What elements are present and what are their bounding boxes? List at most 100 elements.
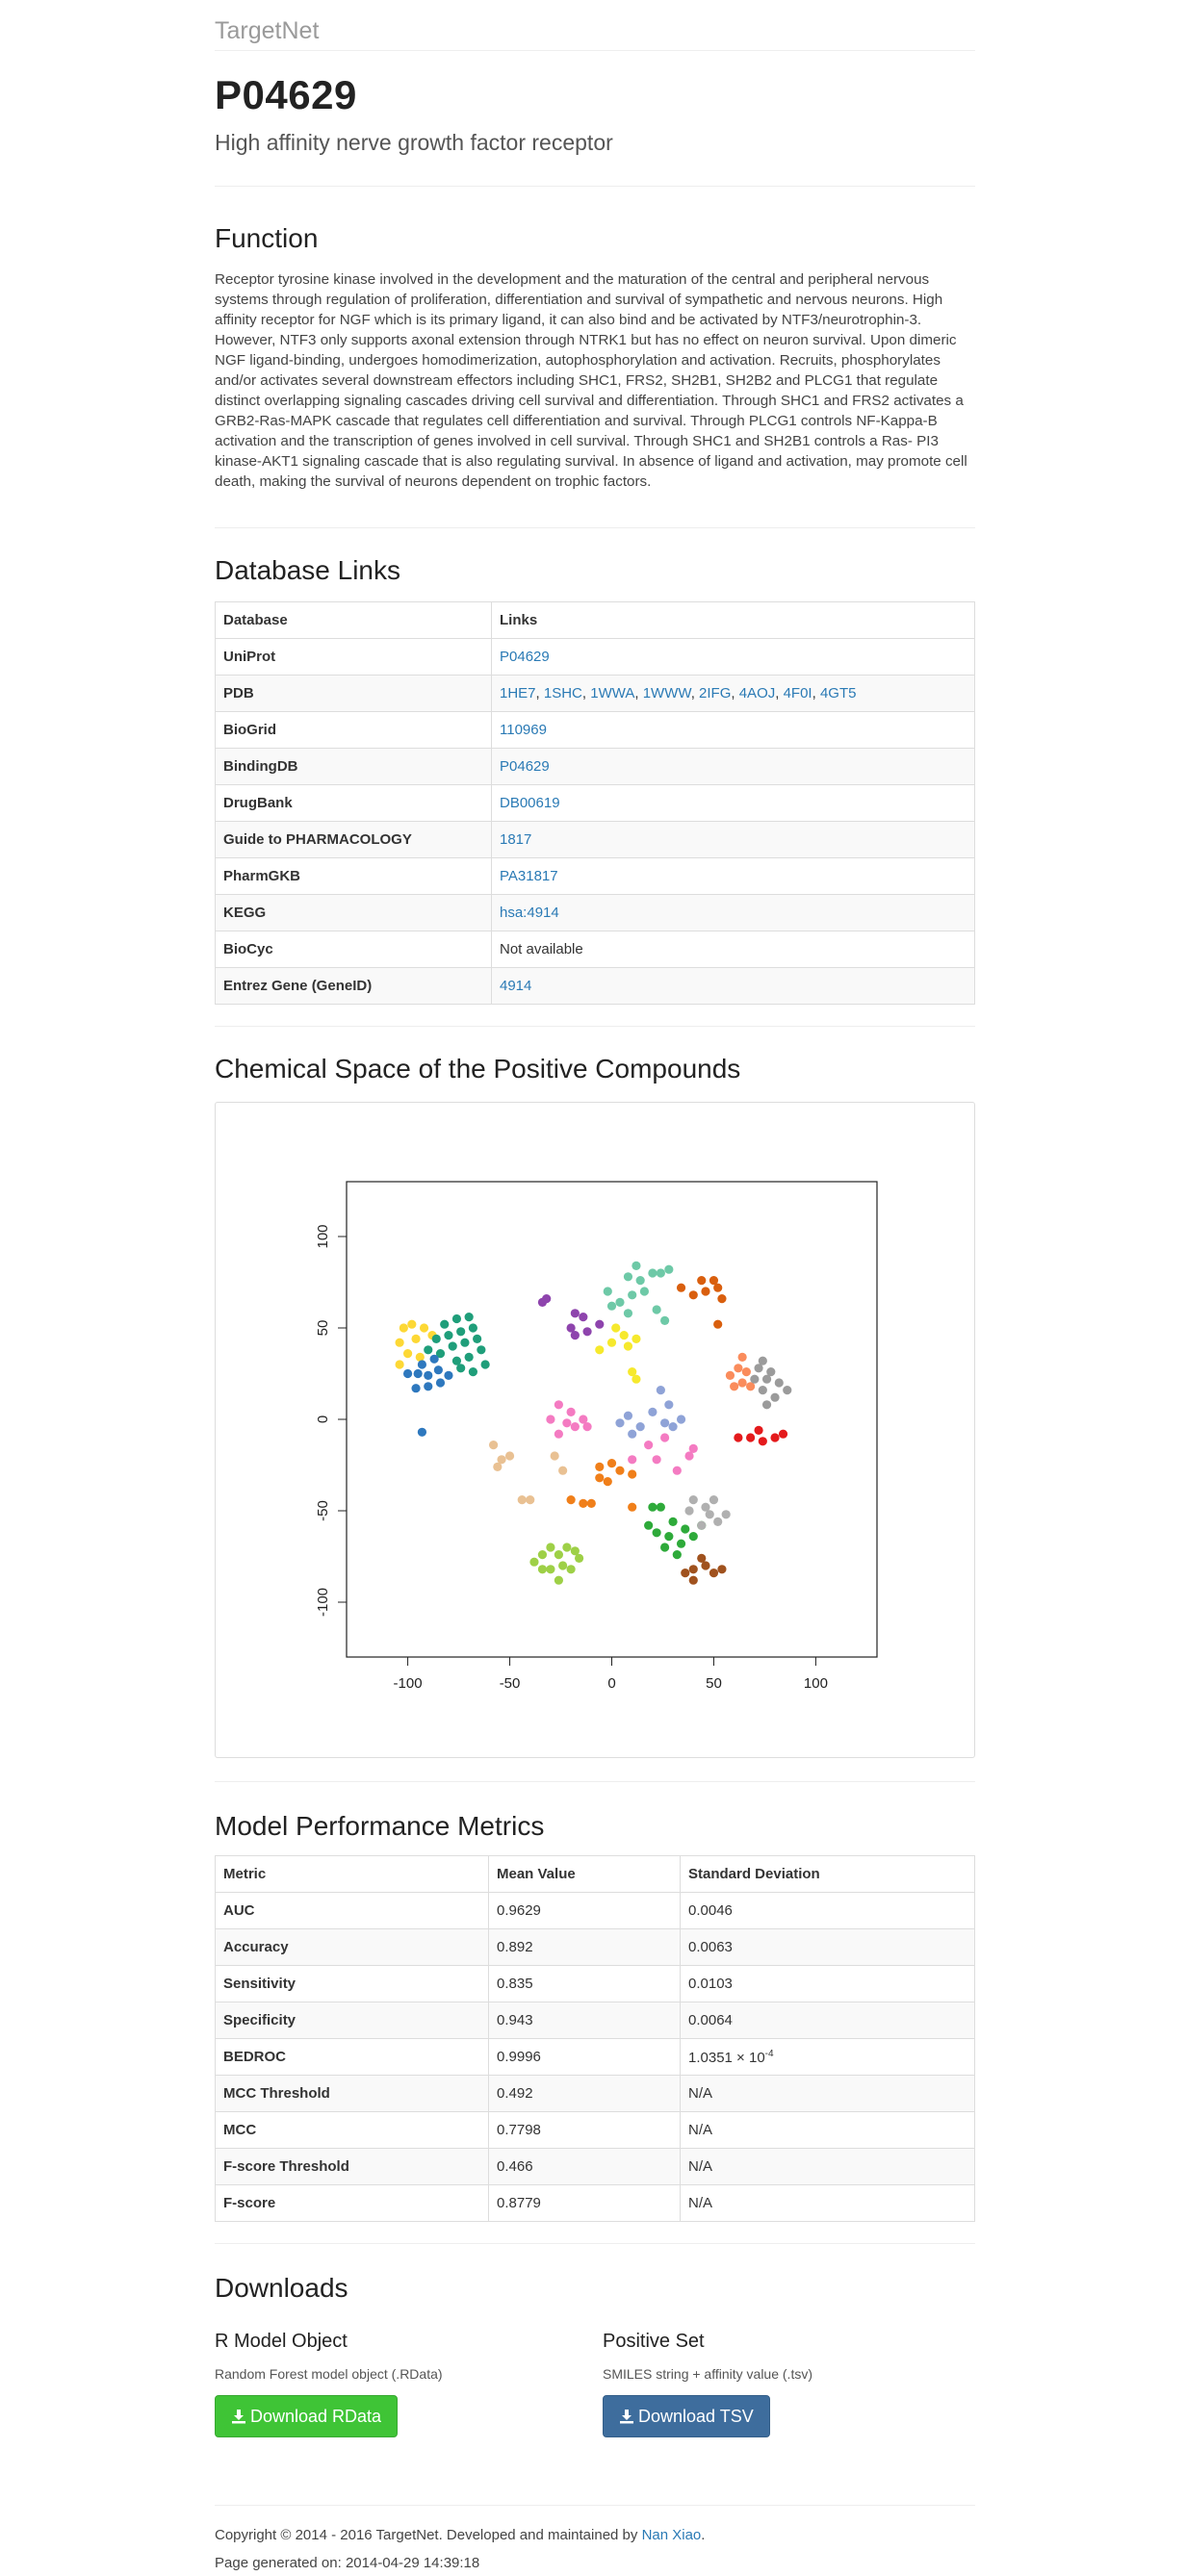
table-row: Guide to PHARMACOLOGY 1817 [215, 821, 975, 858]
download-tsv-button[interactable]: Download TSV [603, 2395, 770, 2437]
scatter-point [546, 1415, 555, 1424]
database-link[interactable]: P04629 [500, 649, 550, 665]
database-link[interactable]: 4914 [500, 978, 532, 994]
function-heading: Function [215, 223, 319, 253]
metric-standard-deviation: 0.0063 [688, 1939, 733, 1955]
scatter-point [546, 1543, 555, 1552]
scatter-point [758, 1437, 767, 1446]
database-link[interactable]: 1WWA [590, 685, 635, 701]
database-links-cell: 110969 [491, 711, 975, 749]
database-link[interactable]: 4GT5 [819, 685, 857, 701]
scatter-point [709, 1569, 719, 1578]
download-icon [620, 2410, 633, 2424]
database-link[interactable]: 1SHC [543, 685, 582, 701]
database-links-cell: 4914 [491, 967, 975, 1005]
divider [215, 2243, 975, 2244]
metric-standard-deviation: 0.0046 [688, 1902, 733, 1919]
metric-name: F-score Threshold [223, 2158, 349, 2175]
column-header-metric: Metric [215, 1855, 489, 1893]
scatter-point [758, 1386, 767, 1395]
scatter-point [615, 1297, 625, 1307]
table-row: Sensitivity 0.835 0.0103 [215, 1965, 975, 2002]
header-section: P04629 High affinity nerve growth factor… [215, 72, 975, 186]
database-link[interactable]: 2IFG [699, 685, 732, 701]
database-name: PharmGKB [215, 857, 492, 895]
scatter-point [770, 1433, 780, 1442]
scatter-point [713, 1319, 723, 1329]
scatter-point [413, 1368, 423, 1379]
scatter-point [628, 1502, 637, 1512]
database-link[interactable]: PA31817 [500, 868, 558, 884]
database-link[interactable]: 1817 [500, 831, 532, 848]
author-link[interactable]: Nan Xiao [641, 2527, 702, 2543]
function-section: Function Receptor tyrosine kinase involv… [215, 187, 975, 527]
table-row: F-score 0.8779 N/A [215, 2184, 975, 2222]
database-link[interactable]: P04629 [500, 758, 550, 775]
scatter-point [754, 1425, 763, 1435]
scatter-point [448, 1341, 457, 1351]
scatter-point [579, 1313, 588, 1322]
scatter-point [468, 1323, 477, 1333]
scatter-point [721, 1510, 731, 1519]
scatter-point [672, 1550, 682, 1560]
column-header-mean: Mean Value [488, 1855, 681, 1893]
download-rdata-button[interactable]: Download RData [215, 2395, 399, 2437]
scatter-point [456, 1327, 466, 1337]
scatter-point [697, 1553, 707, 1563]
rmodel-title: R Model Object [215, 2331, 348, 2352]
scatter-point [537, 1550, 548, 1560]
metric-name: BEDROC [223, 2049, 287, 2065]
scatter-point [664, 1532, 674, 1542]
column-header-links: Links [491, 601, 975, 639]
scatter-point [668, 1517, 678, 1526]
database-link[interactable]: 4F0I [783, 685, 812, 701]
table-row: Entrez Gene (GeneID) 4914 [215, 967, 975, 1005]
scatter-point [574, 1553, 584, 1563]
database-links-rows: UniProt P04629 PDB 1HE7, 1SHC, 1WWA, 1WWW, … [215, 638, 975, 1005]
table-row: DrugBank DB00619 [215, 784, 975, 822]
model-metrics-heading: Model Performance Metrics [215, 1811, 545, 1841]
scatter-point [648, 1268, 657, 1278]
download-tsv-label: Download TSV [638, 2407, 754, 2426]
scatter-point [623, 1341, 633, 1351]
scatter-point [529, 1557, 539, 1567]
database-name: Entrez Gene (GeneID) [215, 967, 492, 1005]
database-link[interactable]: 110969 [500, 722, 547, 738]
scatter-point [433, 1365, 443, 1375]
scatter-point [668, 1422, 678, 1432]
page-container: TargetNet P04629 High affinity nerve gro… [215, 0, 975, 2571]
brand-logo[interactable]: TargetNet [215, 17, 320, 44]
scatter-point [697, 1520, 707, 1530]
table-row: MCC 0.7798 N/A [215, 2111, 975, 2149]
database-link[interactable]: 4AOJ [738, 685, 776, 701]
database-links-cell: P04629 [491, 748, 975, 785]
database-links-cell: 1HE7, 1SHC, 1WWA, 1WWW, 2IFG, 4AOJ, 4F0I… [491, 675, 975, 712]
database-link[interactable]: DB00619 [500, 795, 560, 811]
page-title: P04629 [215, 72, 357, 117]
metric-standard-deviation: N/A [688, 2195, 713, 2211]
database-link[interactable]: hsa:4914 [500, 905, 559, 921]
scatter-point [615, 1466, 625, 1475]
scatter-point [688, 1565, 698, 1574]
database-link[interactable]: 1HE7 [500, 685, 536, 701]
scatter-point [440, 1319, 450, 1329]
scatter-point [619, 1331, 629, 1340]
scatter-point [399, 1323, 408, 1333]
scatter-point [497, 1455, 506, 1465]
metric-mean-value: 0.9629 [497, 1902, 541, 1919]
rmodel-download-card: R Model Object Random Forest model objec… [215, 2331, 580, 2437]
download-rdata-label: Download RData [250, 2407, 382, 2426]
footer-copyright: Copyright © 2014 - 2016 TargetNet. Devel… [215, 2527, 975, 2543]
scatter-point [606, 1338, 617, 1347]
scatter-point [656, 1386, 665, 1395]
copyright-text: Copyright © 2014 - 2016 TargetNet. Devel… [215, 2527, 642, 2543]
chemical-space-plot-panel: -100 -50 0 50 100 -100 -50 0 50 100 [215, 1102, 975, 1758]
scatter-point [451, 1314, 462, 1324]
table-row: BioGrid 110969 [215, 711, 975, 749]
scatter-point [488, 1441, 499, 1450]
scatter-point [672, 1466, 682, 1475]
scatter-point [713, 1517, 723, 1526]
database-link[interactable]: 1WWW [642, 685, 691, 701]
scatter-point [595, 1345, 605, 1355]
scatter-point [526, 1495, 535, 1505]
